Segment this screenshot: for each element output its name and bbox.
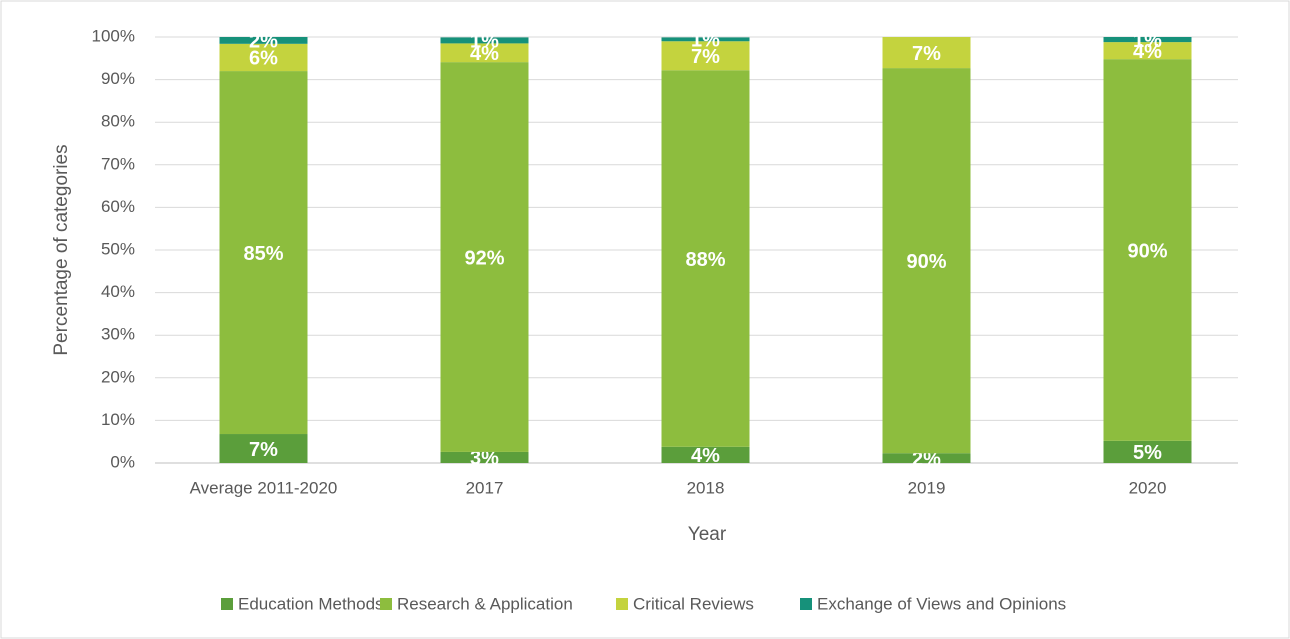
bar-segment (882, 68, 971, 454)
bar-segment (1103, 42, 1192, 60)
bar-segment (219, 71, 308, 435)
bar-segment (440, 43, 529, 63)
data-label: 6% (249, 48, 278, 70)
data-label: 4% (470, 43, 499, 65)
bar-segment (1103, 59, 1192, 441)
x-tick-label: 2019 (908, 478, 946, 497)
legend-label: Critical Reviews (633, 594, 754, 613)
data-label: 2% (249, 31, 278, 53)
y-tick-label: 50% (101, 239, 135, 258)
bar-segment (882, 453, 971, 463)
data-label: 7% (691, 46, 720, 68)
legend-swatch (380, 598, 392, 610)
data-label: 90% (1127, 240, 1167, 262)
y-tick-label: 70% (101, 154, 135, 173)
bar-segment (219, 43, 308, 72)
data-label: 1% (470, 31, 499, 53)
data-label: 1% (691, 30, 720, 52)
bar-segment (219, 37, 308, 44)
data-label: 1% (1133, 30, 1162, 52)
data-label: 90% (906, 251, 946, 273)
legend-label: Exchange of Views and Opinions (817, 594, 1066, 613)
legend-label: Education Methods (238, 594, 384, 613)
y-axis-title: Percentage of categories (51, 144, 72, 355)
data-label: 4% (1133, 41, 1162, 63)
x-tick-label: 2018 (687, 478, 725, 497)
legend-swatch (800, 598, 812, 610)
data-label: 5% (1133, 442, 1162, 464)
bar-segment (440, 62, 529, 452)
legend-swatch (616, 598, 628, 610)
data-label: 92% (464, 247, 504, 269)
y-tick-label: 100% (92, 26, 135, 45)
legend-swatch (221, 598, 233, 610)
y-tick-label: 20% (101, 367, 135, 386)
bar-segment (440, 37, 529, 44)
y-tick-label: 0% (110, 452, 135, 471)
bar-segment (1103, 37, 1192, 43)
y-tick-label: 90% (101, 69, 135, 88)
x-tick-label: 2017 (466, 478, 504, 497)
x-tick-label: 2020 (1129, 478, 1167, 497)
bar-segment (661, 41, 750, 71)
data-label: 4% (691, 445, 720, 467)
bar-segment (440, 451, 529, 463)
bar-segment (661, 70, 750, 447)
bar-segment (661, 446, 750, 463)
bar-segment (219, 434, 308, 463)
x-tick-label: Average 2011-2020 (190, 478, 338, 497)
y-tick-label: 40% (101, 282, 135, 301)
data-label: 3% (470, 448, 499, 470)
data-label: 2% (912, 448, 941, 470)
y-tick-label: 60% (101, 197, 135, 216)
data-label: 88% (685, 249, 725, 271)
bar-segment (661, 37, 750, 42)
bar-segment (1103, 440, 1192, 463)
y-tick-label: 30% (101, 325, 135, 344)
x-axis-title: Year (688, 524, 727, 545)
y-tick-label: 10% (101, 410, 135, 429)
data-label: 7% (249, 439, 278, 461)
bar-segment (882, 37, 971, 69)
data-label: 85% (243, 243, 283, 265)
y-tick-label: 80% (101, 112, 135, 131)
legend-label: Research & Application (397, 594, 573, 613)
data-label: 7% (912, 43, 941, 65)
